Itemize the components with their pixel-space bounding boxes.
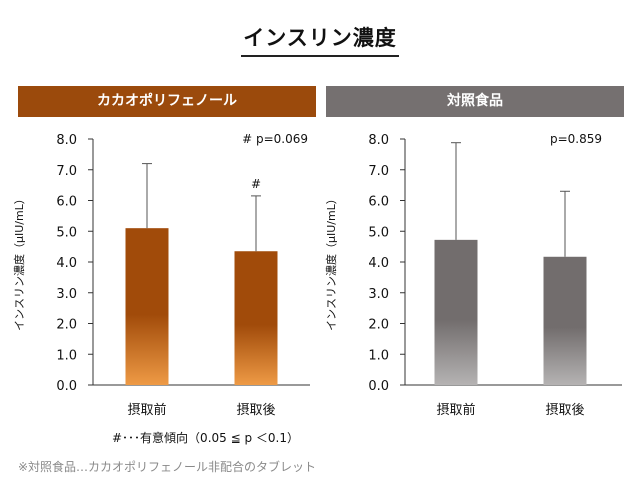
significance-mark: # xyxy=(251,177,261,191)
y-tick-label: 5.0 xyxy=(368,225,389,240)
significance-footnote: #･･･有意傾向（0.05 ≦ p ＜0.1） xyxy=(112,431,299,445)
bar xyxy=(543,256,587,385)
y-tick-label: 4.0 xyxy=(56,256,77,271)
y-tick-label: 1.0 xyxy=(56,348,77,363)
bar xyxy=(125,228,169,385)
y-tick-label: 5.0 xyxy=(56,225,77,240)
y-tick-label: 8.0 xyxy=(368,133,389,148)
p-value-label: p=0.859 xyxy=(550,132,602,146)
bar xyxy=(434,239,478,385)
y-tick-label: 7.0 xyxy=(368,164,389,179)
y-tick-label: 6.0 xyxy=(368,195,389,210)
x-category-label: 摂取前 xyxy=(436,402,475,418)
panel-header-control: 対照食品 xyxy=(326,86,624,117)
y-tick-label: 6.0 xyxy=(56,195,77,210)
y-tick-label: 1.0 xyxy=(368,348,389,363)
panel-header-cacao: カカオポリフェノール xyxy=(18,86,316,117)
x-category-label: 摂取前 xyxy=(127,402,166,418)
y-axis-label: インスリン濃度（µIU/mL） xyxy=(324,193,338,331)
bar xyxy=(234,251,278,385)
p-value-label: # p=0.069 xyxy=(242,132,308,146)
y-tick-label: 2.0 xyxy=(368,318,389,333)
y-tick-label: 7.0 xyxy=(56,164,77,179)
y-axis-label: インスリン濃度（µIU/mL） xyxy=(12,193,26,331)
y-tick-label: 3.0 xyxy=(368,287,389,302)
y-tick-label: 0.0 xyxy=(56,379,77,394)
y-tick-label: 0.0 xyxy=(368,379,389,394)
page-title: インスリン濃度 xyxy=(0,22,640,57)
control-footnote: ※対照食品…カカオポリフェノール非配合のタブレット xyxy=(18,460,317,474)
chart-control: インスリン濃度（µIU/mL） 0.0 1.0 2.0 3.0 4.0 5.0 6.0 7.0 8… xyxy=(324,132,622,418)
x-category-label: 摂取後 xyxy=(236,402,275,418)
y-tick-label: 4.0 xyxy=(368,256,389,271)
page-title-text: インスリン濃度 xyxy=(241,22,399,57)
y-tick-label: 2.0 xyxy=(56,318,77,333)
y-tick-label: 3.0 xyxy=(56,287,77,302)
chart-cacao: インスリン濃度（µIU/mL） 0.0 1.0 2.0 3.0 4.0 5.0 6.0 7.0 8… xyxy=(12,132,310,418)
x-category-label: 摂取後 xyxy=(545,402,584,418)
y-tick-label: 8.0 xyxy=(56,133,77,148)
